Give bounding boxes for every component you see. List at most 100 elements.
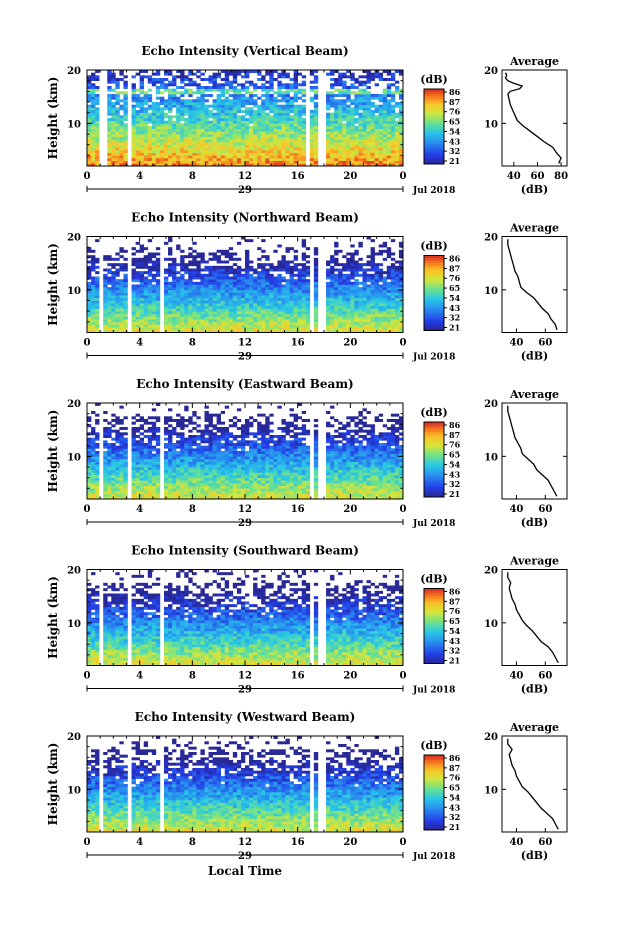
- heatmap-cell: [374, 327, 379, 331]
- heatmap-cell: [374, 104, 379, 108]
- heatmap-cell: [309, 134, 315, 137]
- heatmap-cell: [338, 311, 343, 315]
- heatmap-cell: [366, 80, 371, 84]
- heatmap-cell: [224, 329, 230, 333]
- heatmap-cell: [386, 144, 392, 148]
- heatmap-cell: [180, 115, 185, 119]
- heatmap-cell: [232, 139, 238, 143]
- heatmap-cell: [293, 91, 298, 95]
- colorbar-band: [424, 283, 444, 286]
- heatmap-cell: [330, 70, 335, 73]
- heatmap-cell: [358, 75, 363, 79]
- heatmap-cell: [386, 94, 392, 97]
- heatmap-cell: [159, 83, 165, 87]
- heatmap-cell: [200, 142, 205, 145]
- heatmap-cell: [163, 432, 169, 436]
- heatmap-cell: [196, 142, 201, 145]
- heatmap-cell: [346, 104, 351, 108]
- heatmap-cell: [119, 300, 124, 304]
- heatmap-cell: [370, 150, 375, 153]
- heatmap-cell: [159, 118, 165, 121]
- heatmap-cell: [119, 313, 124, 317]
- heatmap-cell: [87, 416, 92, 420]
- heatmap-cell: [176, 160, 181, 164]
- heatmap-cell: [277, 107, 282, 111]
- heatmap-cell: [285, 91, 290, 95]
- heatmap-cell: [111, 112, 116, 116]
- heatmap-cell: [188, 134, 193, 137]
- heatmap-cell: [159, 158, 165, 161]
- heatmap-cell: [236, 281, 242, 285]
- heatmap-cell: [180, 131, 185, 135]
- heatmap-cell: [212, 139, 217, 143]
- heatmap-cell: [95, 279, 100, 283]
- heatmap-cell: [277, 126, 282, 129]
- colorbar-band: [424, 298, 444, 301]
- heatmap-cell: [394, 139, 400, 143]
- heatmap-cell: [285, 268, 290, 272]
- heatmap-cell: [293, 150, 298, 153]
- heatmap-cell: [139, 464, 145, 468]
- heatmap-cell: [163, 289, 169, 293]
- heatmap-cell: [301, 239, 307, 243]
- heatmap-cell: [131, 329, 136, 333]
- heatmap-cell: [143, 421, 149, 425]
- colorbar-band: [424, 265, 444, 269]
- heatmap-cell: [358, 88, 363, 92]
- heatmap-cell: [232, 297, 238, 301]
- heatmap-cell: [216, 134, 221, 137]
- heatmap-cell: [301, 107, 307, 111]
- heatmap-cell: [204, 78, 209, 81]
- heatmap-cell: [265, 152, 270, 156]
- heatmap-cell: [200, 255, 205, 259]
- heatmap-cell: [249, 94, 254, 97]
- heatmap-cell: [163, 308, 169, 312]
- heatmap-cell: [301, 300, 307, 304]
- heatmap-cell: [382, 319, 388, 323]
- heatmap-cell: [269, 142, 274, 145]
- heatmap-cell: [224, 271, 230, 275]
- heatmap-cell: [123, 303, 128, 307]
- colorbar-band: [424, 328, 444, 331]
- heatmap-cell: [220, 265, 226, 269]
- heatmap-cell: [362, 99, 367, 103]
- heatmap-cell: [220, 289, 226, 293]
- heatmap-cell: [196, 152, 201, 156]
- heatmap-cell: [143, 150, 149, 153]
- heatmap-cell: [87, 467, 92, 470]
- heatmap-cell: [123, 437, 128, 441]
- heatmap-cell: [91, 78, 96, 81]
- heatmap-cell: [131, 316, 136, 320]
- heatmap-cell: [334, 163, 339, 167]
- heatmap-cell: [245, 287, 250, 291]
- heatmap-cell: [131, 252, 136, 256]
- heatmap-cell: [342, 158, 347, 161]
- heatmap-cell: [374, 142, 379, 145]
- heatmap-cell: [220, 152, 226, 156]
- heatmap-cell: [224, 260, 230, 264]
- heatmap-cell: [115, 131, 120, 135]
- heatmap-cell: [216, 271, 221, 275]
- heatmap-cell: [374, 144, 379, 148]
- heatmap-cell: [346, 112, 351, 116]
- heatmap-cell: [147, 147, 153, 151]
- heatmap-cell: [257, 144, 262, 148]
- heatmap-cell: [245, 86, 250, 89]
- heatmap-cell: [232, 115, 238, 119]
- heatmap-cell: [289, 303, 294, 307]
- heatmap-cell: [208, 276, 213, 280]
- heatmap-cell: [261, 131, 266, 135]
- heatmap-cell: [95, 483, 100, 486]
- heatmap-cell: [265, 144, 270, 148]
- heatmap-cell: [293, 287, 298, 291]
- heatmap-cell: [131, 118, 136, 121]
- heatmap-cell: [382, 292, 388, 296]
- heatmap-cell: [91, 255, 96, 259]
- heatmap-cell: [366, 158, 371, 161]
- heatmap-cell: [119, 432, 124, 436]
- heatmap-cell: [334, 276, 339, 280]
- heatmap-cell: [180, 273, 185, 277]
- heatmap-cell: [232, 321, 238, 325]
- heatmap-cell: [358, 327, 363, 331]
- heatmap-cell: [289, 152, 294, 156]
